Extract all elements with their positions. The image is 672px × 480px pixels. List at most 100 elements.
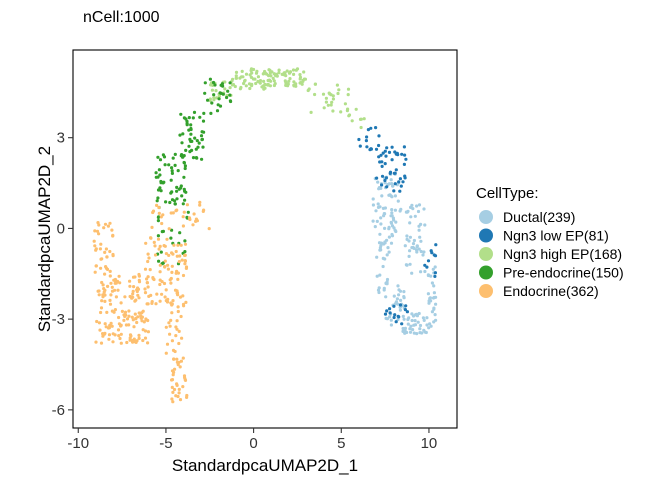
data-point	[171, 373, 175, 377]
legend-item: Ductal(239)	[479, 209, 575, 225]
data-point	[153, 253, 158, 257]
data-point	[146, 252, 150, 256]
data-point	[397, 288, 401, 292]
data-point	[402, 317, 406, 321]
data-point	[143, 336, 148, 340]
data-point	[389, 318, 393, 322]
data-point	[170, 369, 175, 373]
data-point	[162, 281, 167, 286]
data-point	[151, 210, 155, 215]
data-point	[200, 138, 204, 142]
data-point	[157, 259, 161, 263]
data-point	[158, 186, 162, 190]
data-point	[179, 112, 183, 116]
data-point	[170, 264, 174, 268]
data-point	[410, 312, 414, 316]
data-point	[164, 299, 168, 303]
data-point	[99, 242, 103, 246]
data-point	[172, 357, 176, 361]
data-point	[280, 72, 284, 76]
data-point	[400, 152, 404, 156]
data-point	[431, 267, 435, 271]
data-point	[172, 387, 177, 392]
data-point	[214, 89, 218, 93]
data-point	[99, 306, 104, 310]
data-point	[162, 180, 166, 184]
data-point	[145, 277, 149, 281]
data-point	[339, 110, 343, 114]
data-point	[359, 125, 363, 130]
data-point	[154, 171, 158, 175]
data-point	[175, 185, 179, 189]
data-point	[206, 98, 210, 102]
legend-title: CellType:	[476, 185, 539, 202]
legend-label: Ngn3 high EP(168)	[503, 246, 622, 262]
data-point	[184, 266, 188, 270]
data-point	[163, 244, 167, 248]
data-point	[178, 365, 182, 369]
data-point	[142, 320, 146, 324]
data-point	[131, 292, 135, 296]
legend-items: Ductal(239) Ngn3 low EP(81) Ngn3 high EP(1…	[479, 209, 624, 299]
data-point	[403, 331, 407, 335]
data-point	[384, 176, 388, 180]
data-point	[118, 336, 122, 341]
data-point	[228, 86, 232, 90]
data-point	[141, 328, 145, 332]
data-point	[178, 398, 183, 402]
data-point	[149, 236, 153, 240]
data-point	[383, 226, 387, 230]
data-point	[301, 78, 305, 82]
data-point	[262, 87, 266, 91]
data-point	[155, 203, 159, 207]
data-point	[151, 276, 155, 280]
data-point	[133, 312, 137, 316]
data-point	[163, 295, 167, 299]
data-point	[326, 103, 330, 107]
data-point	[143, 287, 147, 291]
data-point	[99, 310, 103, 315]
data-point	[195, 156, 199, 160]
data-point	[172, 243, 176, 247]
data-point	[409, 215, 413, 219]
data-point	[177, 329, 181, 333]
data-point	[185, 395, 189, 399]
data-point	[393, 302, 397, 306]
data-point	[192, 110, 197, 114]
data-point	[123, 314, 127, 318]
data-point	[234, 76, 238, 80]
data-point	[394, 220, 398, 224]
data-point	[146, 341, 150, 345]
data-point	[160, 292, 164, 296]
data-point	[97, 232, 101, 236]
data-point	[174, 209, 178, 213]
data-point	[389, 221, 394, 225]
data-point	[427, 299, 431, 303]
data-point	[173, 288, 178, 292]
data-point	[383, 149, 387, 153]
data-point	[103, 222, 108, 226]
data-point	[240, 69, 244, 73]
data-point	[171, 400, 175, 404]
data-point	[263, 69, 267, 74]
data-point	[415, 332, 419, 336]
data-point	[412, 238, 416, 243]
data-point	[103, 331, 107, 335]
data-point	[202, 111, 206, 115]
data-point	[145, 281, 149, 285]
data-point	[101, 334, 105, 338]
data-point	[380, 194, 384, 198]
data-point	[309, 110, 313, 114]
legend-swatch	[479, 265, 493, 280]
data-point	[415, 204, 419, 208]
data-point	[358, 144, 362, 148]
data-point	[191, 156, 196, 160]
data-point	[153, 244, 157, 248]
data-point	[185, 123, 189, 127]
data-point	[433, 254, 438, 258]
data-point	[411, 245, 415, 250]
data-point	[379, 153, 383, 157]
data-point	[183, 198, 187, 202]
data-point	[365, 135, 369, 139]
data-point	[283, 79, 287, 83]
